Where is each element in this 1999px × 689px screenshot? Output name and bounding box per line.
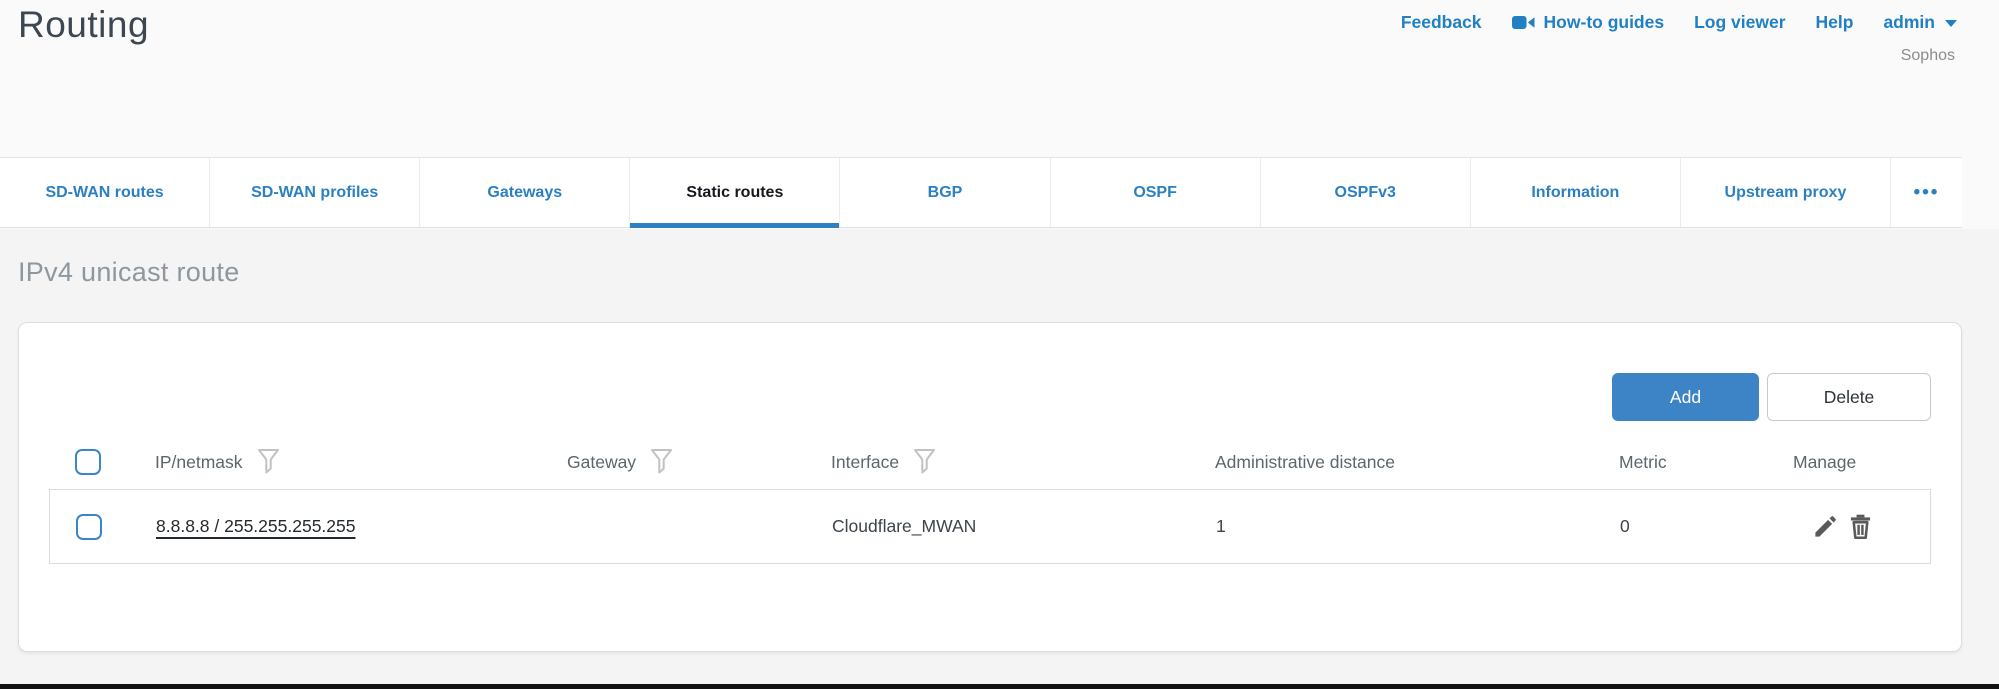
help-link[interactable]: Help <box>1816 12 1854 33</box>
brand-label: Sophos <box>1900 47 1955 64</box>
header-interface: Interface <box>831 448 1215 476</box>
tab-upstream-proxy[interactable]: Upstream proxy <box>1681 158 1891 227</box>
row-checkbox[interactable] <box>76 513 102 540</box>
table-header: IP/netmask Gateway Interface Administrat… <box>49 435 1931 489</box>
user-menu[interactable]: admin <box>1883 12 1957 33</box>
ellipsis-icon: ••• <box>1913 181 1940 203</box>
header-gateway: Gateway <box>567 448 831 476</box>
tab-bgp[interactable]: BGP <box>840 158 1051 227</box>
row-metric-cell: 0 <box>1620 516 1630 536</box>
section-title: IPv4 unicast route <box>18 257 240 287</box>
table-toolbar: Add Delete <box>1612 373 1931 421</box>
log-viewer-link-label: Log viewer <box>1694 12 1786 32</box>
add-button[interactable]: Add <box>1612 373 1759 421</box>
tab-gateways[interactable]: Gateways <box>420 158 631 227</box>
tab-sd-wan-routes[interactable]: SD-WAN routes <box>0 158 211 227</box>
page-header: Routing Feedback How-to guides Log viewe… <box>0 0 1999 157</box>
row-administrative-distance-cell: 1 <box>1216 516 1226 536</box>
header-ip-netmask: IP/netmask <box>155 448 567 476</box>
delete-button[interactable]: Delete <box>1767 373 1931 421</box>
routes-card: Add Delete IP/netmask Gateway Interfac <box>18 322 1962 652</box>
page-title: Routing <box>18 4 150 45</box>
user-menu-label: admin <box>1883 12 1935 32</box>
filter-icon[interactable] <box>650 448 673 476</box>
header-manage: Manage <box>1793 451 1857 472</box>
how-to-guides-link-label: How-to guides <box>1543 12 1665 32</box>
tab-ospf[interactable]: OSPF <box>1051 158 1261 227</box>
row-ip-netmask-cell: 8.8.8.8 / 255.255.255.255 <box>156 516 568 537</box>
window-bottom-edge <box>0 684 1999 689</box>
help-link-label: Help <box>1815 12 1854 32</box>
filter-icon[interactable] <box>913 448 936 476</box>
tab-ospfv3[interactable]: OSPFv3 <box>1261 158 1471 227</box>
feedback-link-label: Feedback <box>1400 12 1482 32</box>
table-row: 8.8.8.8 / 255.255.255.255 Cloudflare_MWA… <box>49 489 1931 564</box>
top-navigation: Feedback How-to guides Log viewer Help a… <box>1401 12 1957 33</box>
active-tab-underline <box>630 223 840 228</box>
how-to-guides-link[interactable]: How-to guides <box>1511 12 1665 33</box>
delete-trash-icon[interactable] <box>1847 513 1874 540</box>
caret-down-icon <box>1945 20 1957 27</box>
header-administrative-distance: Administrative distance <box>1215 451 1395 472</box>
video-camera-icon <box>1511 14 1536 31</box>
tab-overflow-menu[interactable]: ••• <box>1891 158 1962 227</box>
tab-information[interactable]: Information <box>1471 158 1681 227</box>
select-all-checkbox[interactable] <box>75 449 101 475</box>
tab-static-routes[interactable]: Static routes <box>630 158 841 228</box>
row-interface-cell: Cloudflare_MWAN <box>832 516 977 536</box>
row-manage-cell <box>1794 513 1930 540</box>
content-area: IPv4 unicast route Add Delete IP/netmask… <box>0 229 1999 684</box>
ip-netmask-link[interactable]: 8.8.8.8 / 255.255.255.255 <box>156 516 356 536</box>
filter-icon[interactable] <box>257 448 280 476</box>
tab-bar: SD-WAN routes SD-WAN profiles Gateways S… <box>0 157 1962 228</box>
tab-sd-wan-profiles[interactable]: SD-WAN profiles <box>210 158 421 227</box>
row-checkbox-cell <box>76 513 156 540</box>
header-metric: Metric <box>1619 451 1667 472</box>
feedback-link[interactable]: Feedback <box>1401 12 1482 33</box>
edit-pencil-icon[interactable] <box>1812 513 1839 540</box>
header-checkbox-cell <box>75 449 155 475</box>
log-viewer-link[interactable]: Log viewer <box>1694 12 1785 33</box>
